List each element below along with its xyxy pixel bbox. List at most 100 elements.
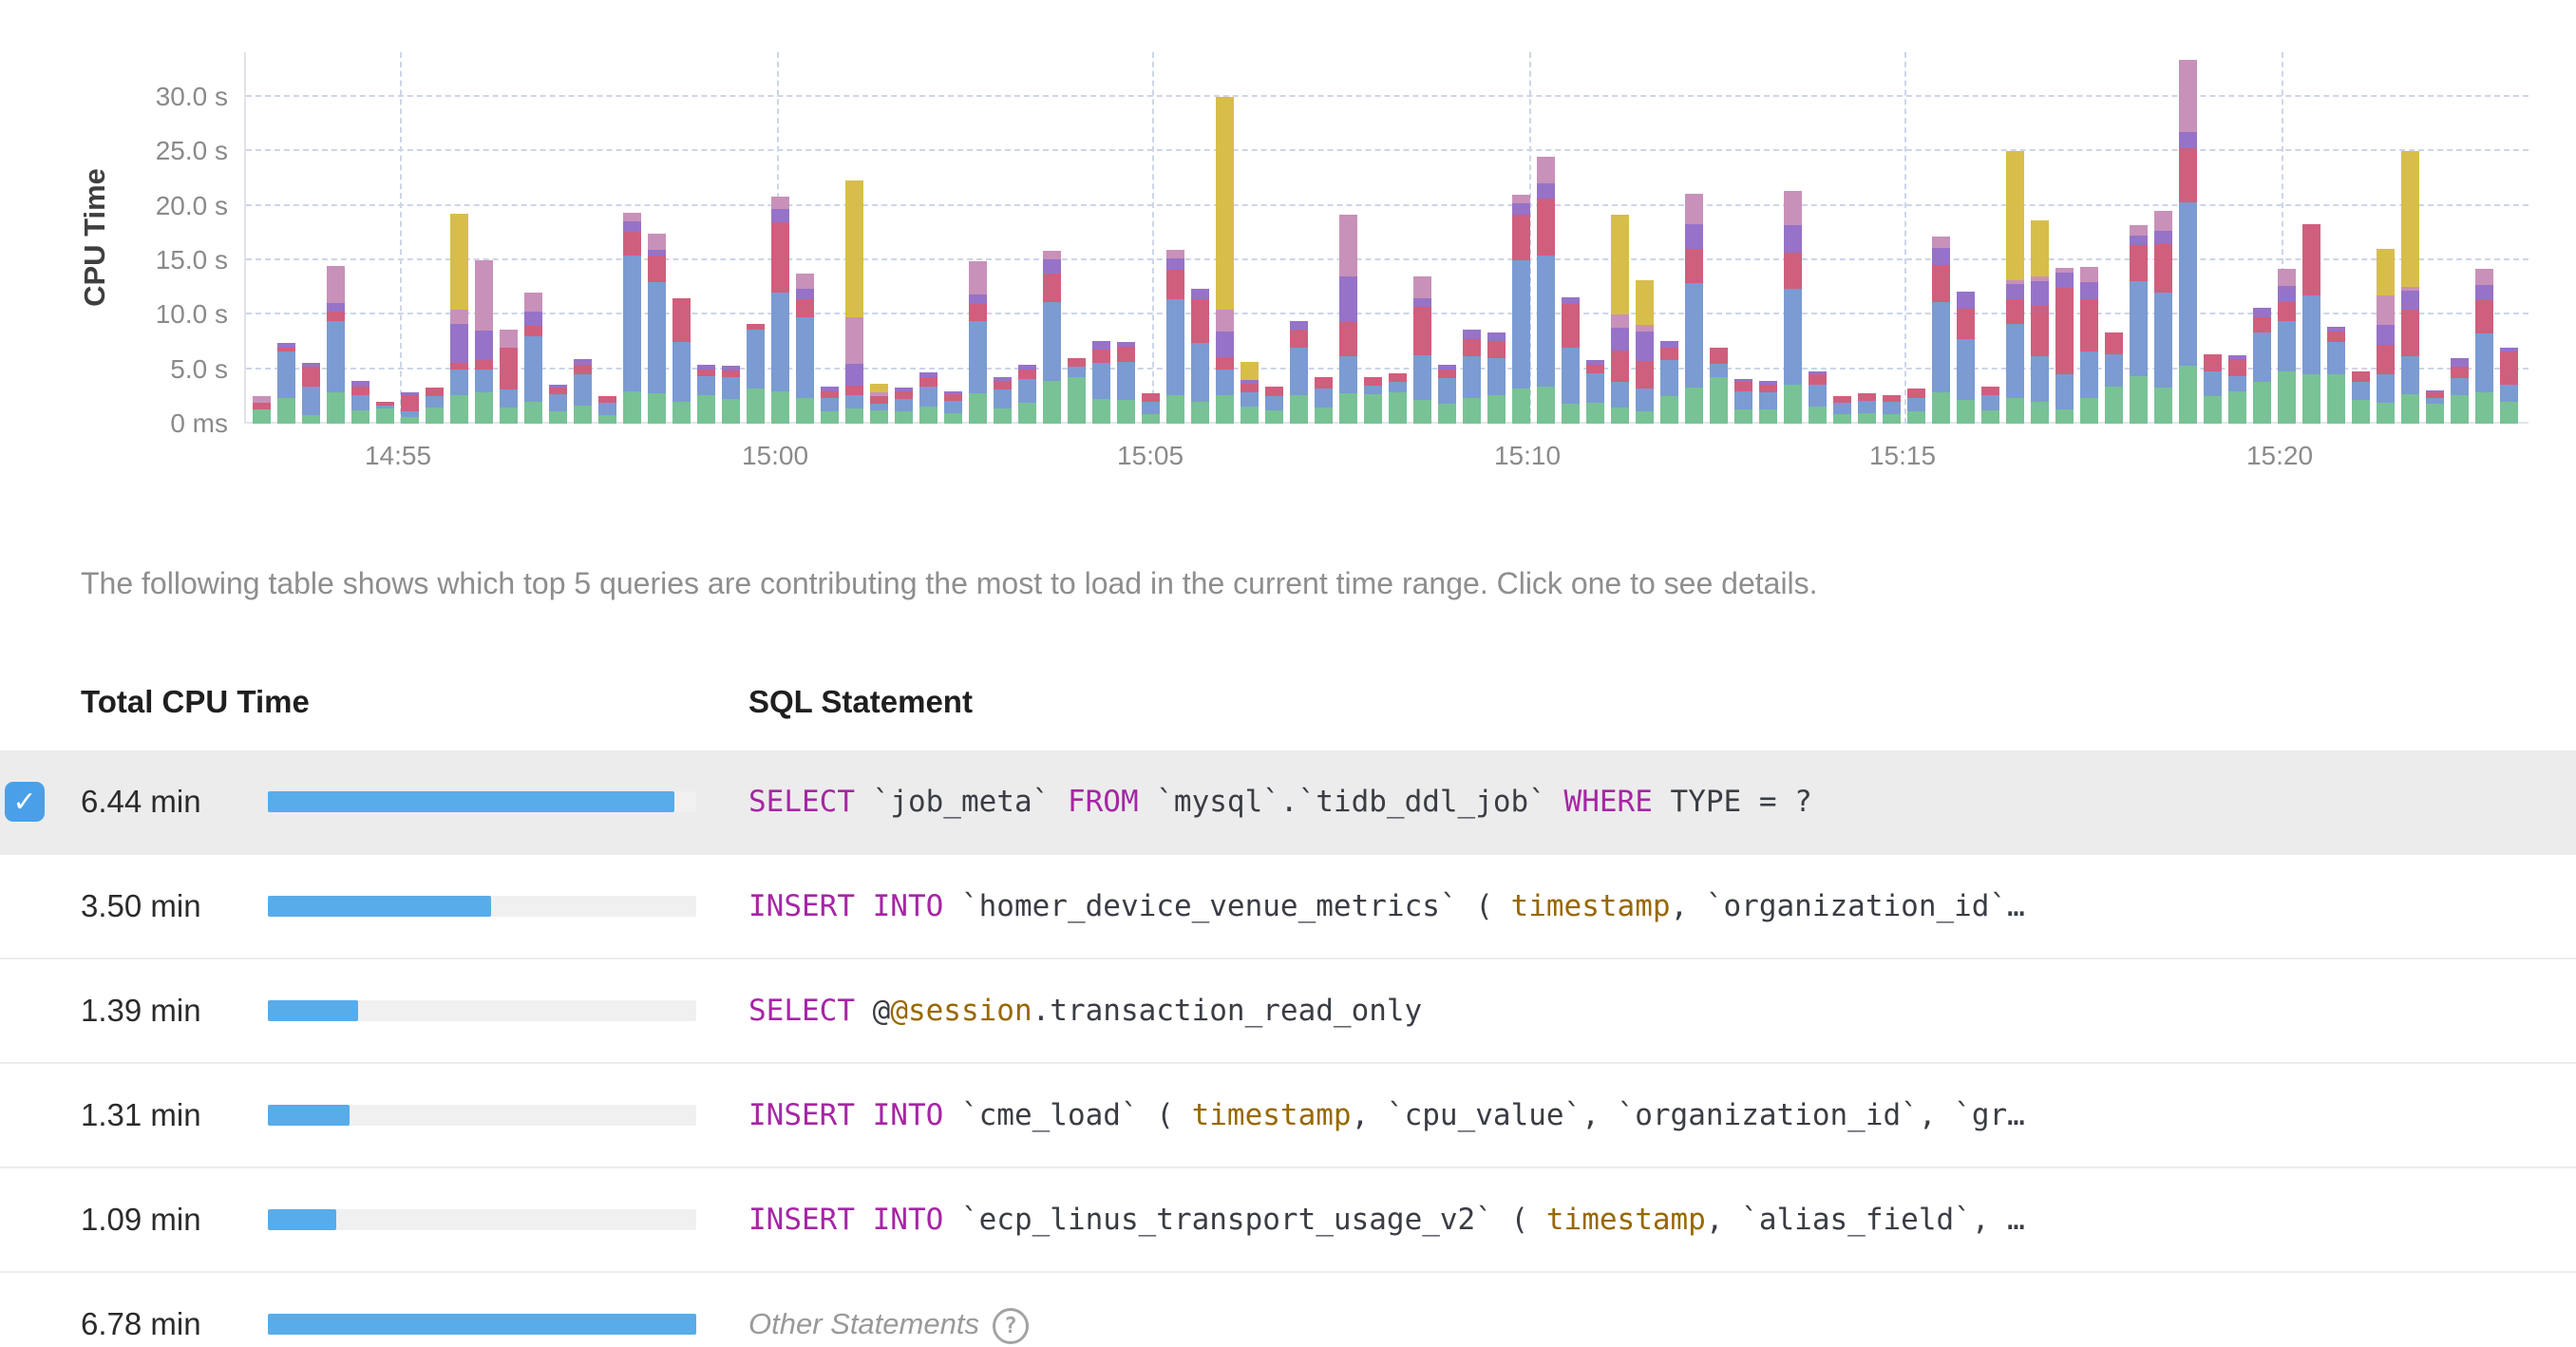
stacked-bar[interactable]: [1562, 297, 1580, 424]
stacked-bar[interactable]: [870, 383, 888, 424]
stacked-bar[interactable]: [771, 197, 789, 424]
stacked-bar[interactable]: [1142, 392, 1160, 424]
stacked-bar[interactable]: [895, 388, 913, 424]
stacked-bar[interactable]: [1315, 376, 1333, 424]
stacked-bar[interactable]: [1586, 360, 1604, 424]
stacked-bar[interactable]: [747, 323, 765, 424]
stacked-bar[interactable]: [722, 366, 740, 424]
stacked-bar[interactable]: [2253, 308, 2271, 424]
stacked-bar[interactable]: [2278, 269, 2296, 424]
stacked-bar[interactable]: [2451, 358, 2469, 424]
stacked-bar[interactable]: [623, 212, 641, 424]
stacked-bar[interactable]: [351, 381, 369, 424]
stacked-bar[interactable]: [994, 376, 1012, 424]
stacked-bar[interactable]: [1883, 395, 1901, 424]
stacked-bar[interactable]: [524, 293, 542, 424]
stacked-bar[interactable]: [2154, 211, 2172, 424]
stacked-bar[interactable]: [450, 213, 468, 424]
stacked-bar[interactable]: [697, 365, 715, 424]
stacked-bar[interactable]: [2426, 389, 2444, 424]
stacked-bar[interactable]: [1759, 381, 1777, 424]
stacked-bar[interactable]: [574, 359, 592, 424]
stacked-bar[interactable]: [500, 330, 518, 424]
stacked-bar[interactable]: [1364, 376, 1382, 424]
plot-area[interactable]: [244, 52, 2529, 424]
stacked-bar[interactable]: [969, 261, 987, 424]
stacked-bar[interactable]: [1734, 379, 1752, 424]
stacked-bar[interactable]: [1907, 389, 1925, 424]
other-statements-row[interactable]: 6.78 min Other Statements?: [0, 1273, 2576, 1347]
stacked-bar[interactable]: [1241, 361, 1259, 424]
query-row[interactable]: 1.09 min INSERT INTO `ecp_linus_transport…: [0, 1168, 2576, 1273]
stacked-bar[interactable]: [2475, 269, 2493, 424]
query-row[interactable]: 1.31 min INSERT INTO `cme_load` ( timesta…: [0, 1064, 2576, 1168]
stacked-bar[interactable]: [1833, 396, 1851, 424]
stacked-bar[interactable]: [1809, 371, 1827, 424]
stacked-bar[interactable]: [919, 372, 938, 424]
stacked-bar[interactable]: [672, 298, 691, 424]
stacked-bar[interactable]: [2228, 354, 2246, 424]
query-row[interactable]: ✓ 6.44 min SELECT `job_meta` FROM `mysql`.…: [0, 750, 2576, 855]
stacked-bar[interactable]: [1611, 214, 1629, 424]
stacked-bar[interactable]: [1636, 279, 1654, 424]
stacked-bar[interactable]: [1981, 386, 1999, 424]
stacked-bar[interactable]: [1166, 249, 1184, 424]
stacked-bar[interactable]: [2179, 59, 2197, 424]
stacked-bar[interactable]: [1265, 387, 1283, 424]
query-row[interactable]: 3.50 min INSERT INTO `homer_device_venue_…: [0, 855, 2576, 959]
stacked-bar[interactable]: [1068, 358, 1086, 424]
stacked-bar[interactable]: [253, 396, 271, 424]
stacked-bar[interactable]: [2204, 353, 2222, 424]
stacked-bar[interactable]: [376, 402, 394, 424]
stacked-bar[interactable]: [1710, 347, 1728, 424]
stacked-bar[interactable]: [2006, 151, 2024, 424]
stacked-bar[interactable]: [1957, 292, 1975, 424]
stacked-bar[interactable]: [2377, 249, 2395, 424]
stacked-bar[interactable]: [796, 273, 814, 424]
stacked-bar[interactable]: [1117, 342, 1135, 424]
stacked-bar[interactable]: [1018, 365, 1036, 424]
row-checkbox-checked[interactable]: ✓: [5, 782, 45, 822]
help-question-icon[interactable]: ?: [992, 1307, 1029, 1344]
stacked-bar[interactable]: [1092, 340, 1110, 424]
stacked-bar[interactable]: [2302, 224, 2320, 424]
stacked-bar[interactable]: [1685, 193, 1703, 424]
stacked-bar[interactable]: [944, 390, 962, 424]
stacked-bar[interactable]: [1784, 190, 1802, 424]
stacked-bar[interactable]: [1389, 373, 1407, 424]
stacked-bar[interactable]: [2055, 267, 2074, 424]
stacked-bar[interactable]: [475, 259, 493, 424]
query-row[interactable]: 1.39 min SELECT @@session.transaction_rea…: [0, 959, 2576, 1064]
stacked-bar[interactable]: [1339, 214, 1357, 424]
stacked-bar[interactable]: [2500, 347, 2518, 424]
stacked-bar[interactable]: [821, 387, 839, 424]
stacked-bar[interactable]: [1463, 330, 1481, 424]
stacked-bar[interactable]: [327, 265, 345, 424]
stacked-bar[interactable]: [2080, 266, 2098, 424]
stacked-bar[interactable]: [426, 388, 444, 424]
stacked-bar[interactable]: [302, 362, 320, 424]
stacked-bar[interactable]: [549, 384, 567, 424]
stacked-bar[interactable]: [401, 391, 419, 424]
stacked-bar[interactable]: [1216, 97, 1234, 424]
stacked-bar[interactable]: [1932, 236, 1950, 424]
stacked-bar[interactable]: [648, 234, 666, 424]
stacked-bar[interactable]: [2105, 332, 2123, 424]
stacked-bar[interactable]: [598, 396, 616, 424]
stacked-bar[interactable]: [2401, 151, 2419, 424]
stacked-bar[interactable]: [1537, 157, 1555, 424]
stacked-bar[interactable]: [1290, 321, 1308, 424]
stacked-bar[interactable]: [1487, 332, 1506, 424]
stacked-bar[interactable]: [1512, 195, 1530, 424]
stacked-bar[interactable]: [277, 343, 295, 424]
stacked-bar[interactable]: [845, 180, 863, 424]
stacked-bar[interactable]: [2352, 370, 2370, 424]
stacked-bar[interactable]: [1438, 365, 1456, 424]
stacked-bar[interactable]: [2031, 219, 2049, 424]
stacked-bar[interactable]: [2327, 326, 2345, 424]
stacked-bar[interactable]: [1191, 288, 1209, 424]
stacked-bar[interactable]: [1043, 250, 1061, 424]
stacked-bar[interactable]: [1858, 392, 1876, 424]
stacked-bar[interactable]: [1660, 340, 1678, 424]
stacked-bar[interactable]: [2130, 225, 2148, 424]
